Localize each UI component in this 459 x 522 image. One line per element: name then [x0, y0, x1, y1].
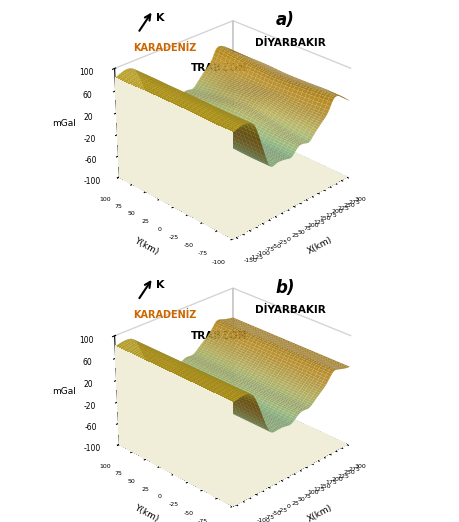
X-axis label: X(km): X(km) — [306, 235, 334, 256]
Text: TRABZON: TRABZON — [191, 330, 248, 341]
Y-axis label: Y(km): Y(km) — [133, 503, 160, 522]
Text: KARADENİZ: KARADENİZ — [133, 310, 196, 321]
Text: KARADENİZ: KARADENİZ — [133, 43, 196, 53]
Text: K: K — [156, 13, 164, 23]
Text: DİYARBAKIR: DİYARBAKIR — [255, 305, 326, 315]
Text: a): a) — [275, 11, 294, 29]
X-axis label: X(km): X(km) — [306, 503, 334, 522]
Text: DİYARBAKIR: DİYARBAKIR — [255, 38, 326, 48]
Text: K: K — [156, 280, 164, 290]
Text: TRABZON: TRABZON — [191, 63, 248, 73]
Y-axis label: Y(km): Y(km) — [133, 235, 160, 256]
Text: b): b) — [275, 279, 295, 297]
